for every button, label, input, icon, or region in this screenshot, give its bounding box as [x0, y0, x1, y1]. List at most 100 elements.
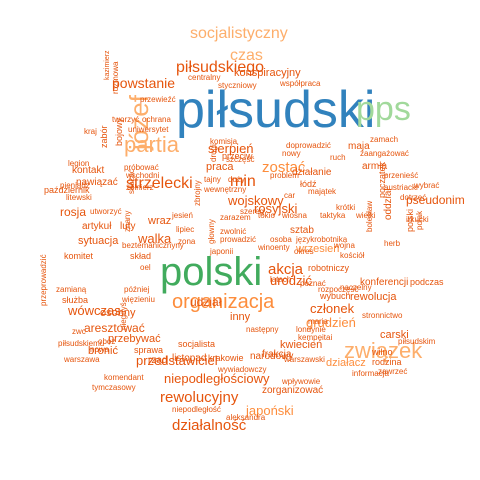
cloud-word-120: beztemanicznyny	[122, 241, 184, 250]
cloud-word-30: aresztować	[84, 321, 145, 335]
cloud-word-2: pps	[356, 90, 411, 128]
cloud-word-87: zabór	[99, 125, 109, 148]
cloud-word-90: uniwersytet	[128, 125, 169, 134]
cloud-word-47: sztab	[290, 225, 314, 236]
cloud-word-130: naczelny	[340, 283, 372, 292]
cloud-word-28: wrzesień	[296, 243, 340, 255]
cloud-word-118: zwolnić	[220, 227, 247, 236]
cloud-word-19: przedstawiciel	[136, 353, 218, 368]
cloud-word-100: ruch	[330, 153, 346, 162]
cloud-word-152: taktyka	[320, 211, 346, 220]
cloud-word-64: podczas	[410, 277, 444, 287]
cloud-word-80: kempeitai	[298, 333, 333, 342]
cloud-word-162: prowadzić	[220, 235, 257, 244]
cloud-word-13: działalność	[172, 417, 247, 434]
cloud-word-31: sytuacja	[78, 235, 119, 247]
cloud-word-97: komisja	[210, 137, 238, 146]
cloud-word-33: działacz	[326, 357, 366, 369]
cloud-word-54: rząd	[148, 355, 168, 366]
cloud-word-62: nawiązać	[76, 177, 118, 188]
cloud-word-160: drugi	[209, 144, 218, 162]
cloud-word-146: tajny	[204, 175, 221, 184]
cloud-word-25: grudzień	[306, 315, 356, 330]
cloud-word-122: japonii	[210, 247, 234, 256]
cloud-word-157: car	[284, 191, 296, 200]
cloud-word-136: piłsudskiemu	[58, 339, 105, 348]
cloud-word-153: wielki	[356, 211, 376, 220]
cloud-word-98: doprowadzić	[286, 141, 331, 150]
cloud-word-38: osobny	[100, 307, 136, 319]
cloud-word-5: związek	[344, 338, 423, 363]
cloud-word-158: nowy	[282, 149, 301, 158]
cloud-word-24: rosyjski	[254, 201, 298, 216]
cloud-word-133: zamianą	[56, 285, 87, 294]
cloud-word-123: winoenty	[258, 243, 290, 252]
cloud-word-48: przeciw	[222, 151, 253, 161]
cloud-word-141: komendant	[104, 373, 144, 382]
cloud-word-147: duży	[228, 175, 245, 184]
cloud-word-42: narodowy	[250, 351, 294, 362]
cloud-word-75: skład	[130, 251, 152, 261]
cloud-word-17: niepodległościowy	[164, 371, 270, 386]
cloud-word-166: polak	[415, 210, 424, 230]
cloud-word-156: problem	[270, 171, 299, 180]
cloud-word-134: zwc	[72, 327, 86, 336]
cloud-word-79: warszawski	[284, 355, 325, 364]
cloud-word-70: wilno	[372, 347, 393, 357]
cloud-word-21: sierpień	[208, 141, 254, 156]
cloud-word-18: japoński	[246, 403, 294, 418]
cloud-word-63: konferencji	[360, 277, 409, 288]
cloud-word-23: wojskowy	[228, 193, 284, 208]
cloud-word-60: luty	[120, 221, 136, 232]
cloud-word-144: niepodległość	[172, 405, 221, 414]
cloud-word-101: zaangażować	[360, 149, 409, 158]
cloud-word-69: łódź	[300, 179, 317, 189]
cloud-word-12: min	[230, 173, 256, 190]
cloud-word-52: bronić	[88, 345, 118, 357]
cloud-word-76: zarazem	[220, 213, 251, 222]
cloud-word-139: znany	[123, 210, 132, 232]
cloud-word-15: akcja	[268, 261, 304, 278]
cloud-word-109: informacja	[352, 369, 389, 378]
cloud-word-137: nowa	[90, 345, 110, 354]
cloud-word-83: służba	[62, 295, 89, 305]
cloud-word-74: kontakt	[72, 165, 105, 176]
cloud-word-119: lipiec	[176, 225, 195, 234]
cloud-word-56: krakowie	[208, 353, 244, 363]
cloud-word-126: okres	[294, 247, 314, 256]
cloud-word-142: tymczasowy	[92, 383, 136, 392]
cloud-word-132: później	[124, 285, 150, 294]
cloud-word-86: październik	[44, 185, 90, 195]
cloud-word-168: londynie	[296, 325, 326, 334]
cloud-word-72: zawrzeć	[378, 367, 408, 376]
cloud-word-115: żołnierz	[126, 183, 154, 192]
cloud-word-140: wywiadowczy	[218, 365, 267, 374]
cloud-word-145: aleksandra	[226, 413, 266, 422]
cloud-word-155: majątek	[308, 187, 337, 196]
cloud-word-27: konspiracyjny	[234, 67, 301, 79]
cloud-word-164: językrobotnika	[296, 235, 348, 244]
cloud-word-57: socjalista	[178, 339, 216, 349]
cloud-word-106: irkucki	[406, 215, 429, 224]
cloud-word-10: zostać	[262, 159, 306, 176]
cloud-word-138: niegdyś	[119, 302, 128, 330]
cloud-word-121: zona	[178, 237, 196, 246]
cloud-word-107: herb	[384, 239, 401, 248]
cloud-word-51: maja	[348, 141, 370, 152]
cloud-word-159: zbrojny	[193, 180, 202, 206]
cloud-word-117: jesień	[172, 211, 193, 220]
cloud-word-165: bolesław	[365, 200, 374, 232]
cloud-word-104: wybrać	[414, 181, 440, 190]
cloud-word-105: dotrzeć	[400, 193, 427, 202]
cloud-word-151: wiosna	[282, 211, 307, 220]
cloud-word-149: szereg	[240, 207, 265, 216]
cloud-word-103: austriacki	[384, 183, 418, 192]
cloud-word-26: członek	[310, 301, 355, 316]
cloud-word-34: rosja	[60, 205, 87, 219]
cloud-word-36: pseudonim	[406, 193, 465, 207]
cloud-word-124: latach	[270, 275, 292, 284]
cloud-word-102: przenieść	[384, 171, 419, 180]
cloud-word-4: partia	[124, 132, 180, 157]
cloud-word-143: wpływowie	[282, 377, 321, 386]
cloud-word-46: carski	[380, 329, 409, 341]
